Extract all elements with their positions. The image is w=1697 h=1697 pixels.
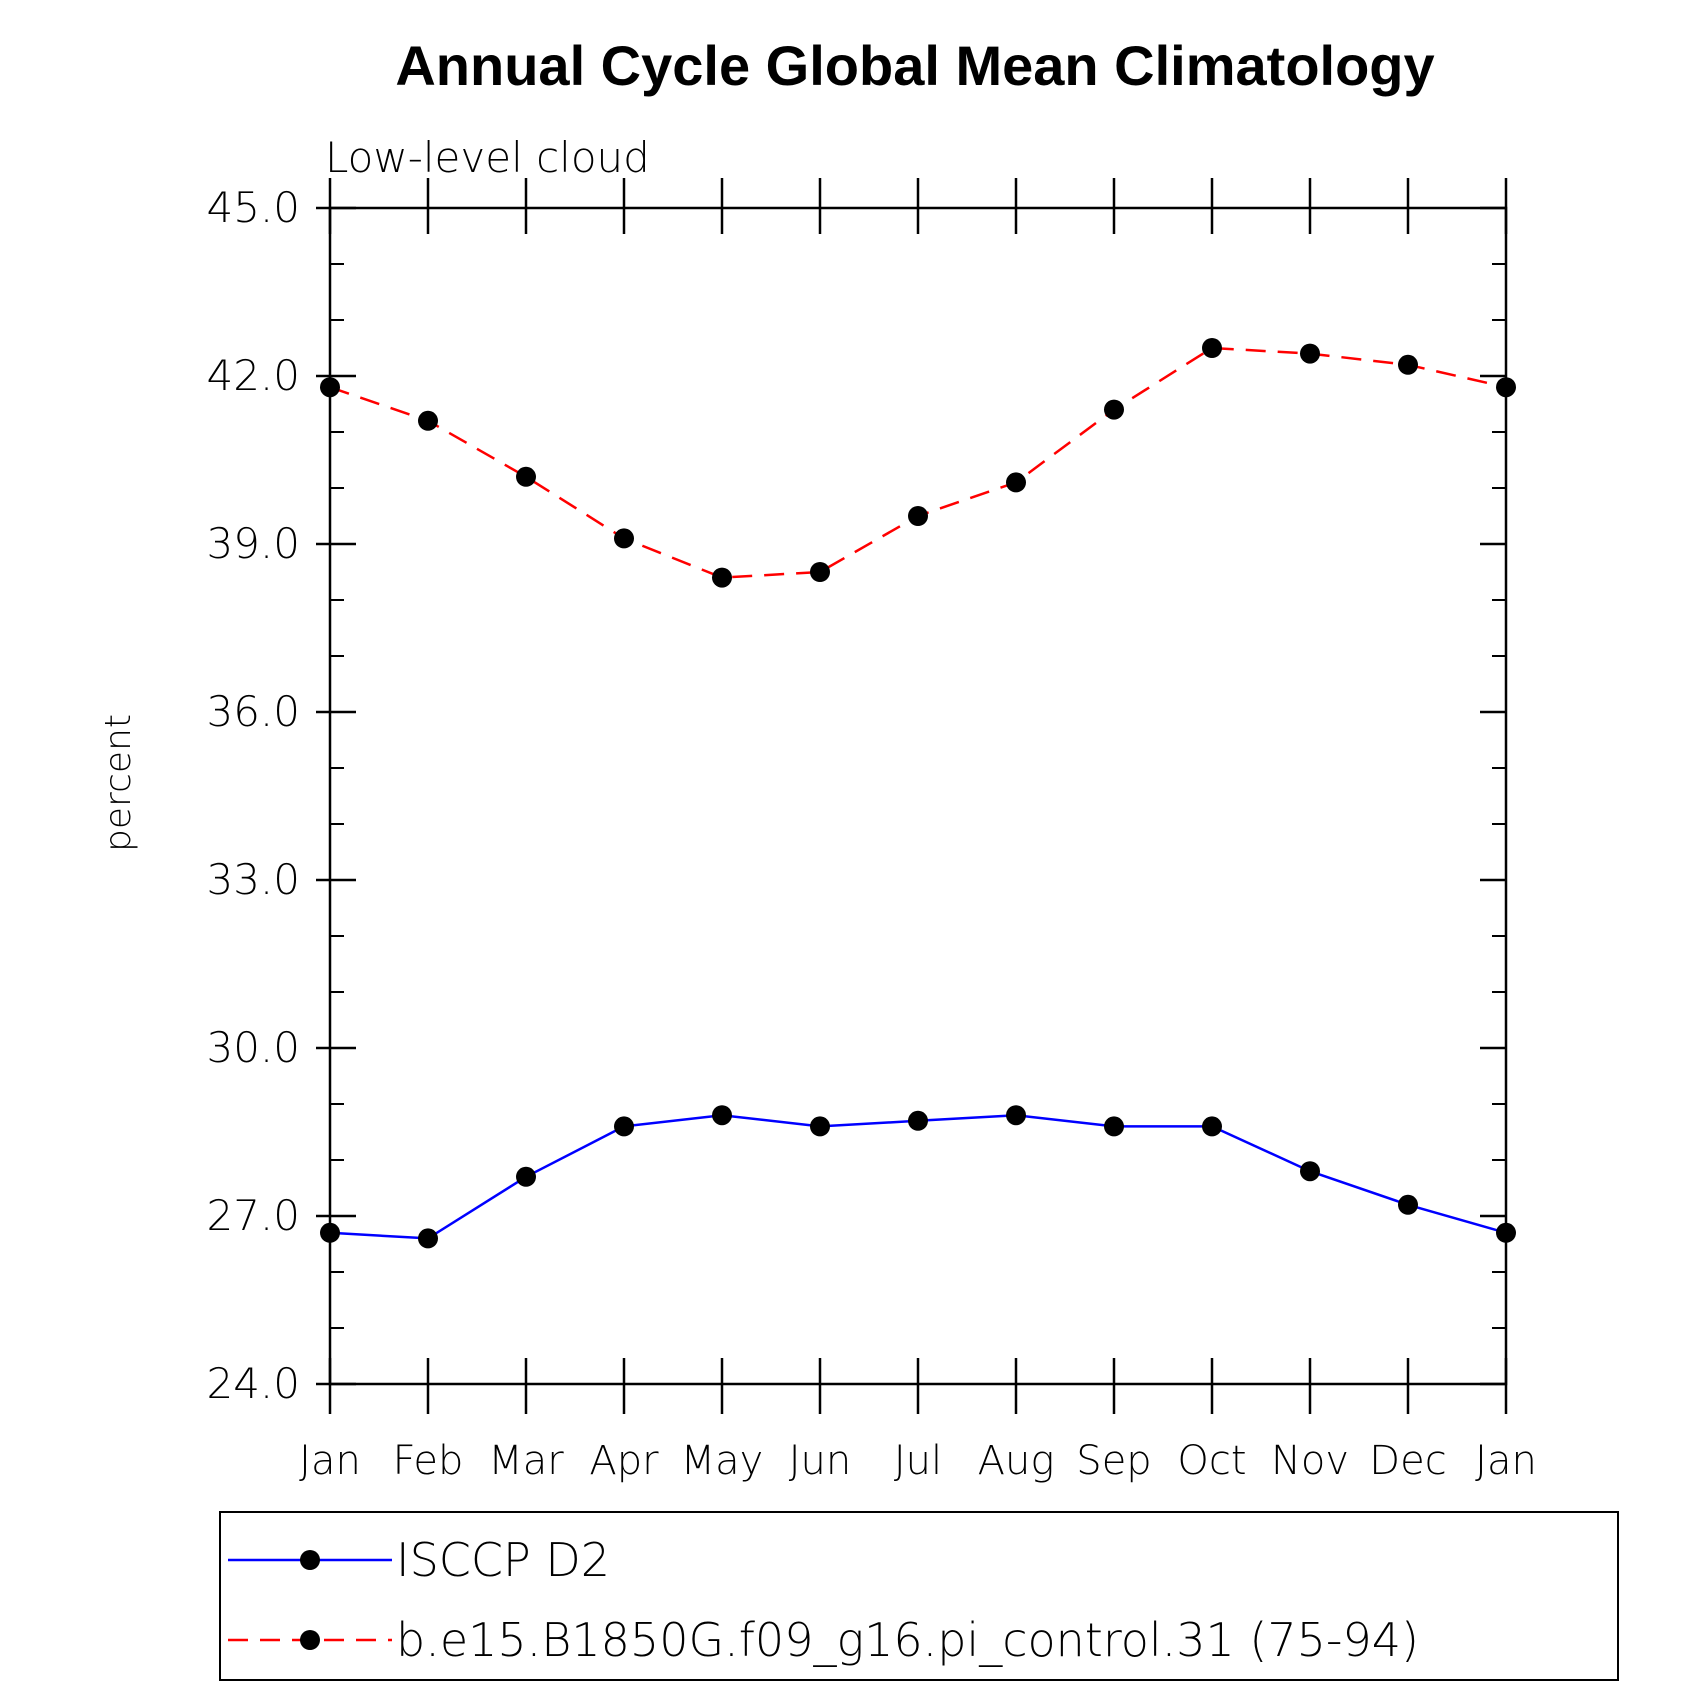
data-point-0-7 — [1006, 1105, 1026, 1126]
data-point-0-0 — [320, 1222, 340, 1243]
plot-frame — [328, 206, 1508, 1386]
data-point-0-4 — [712, 1105, 732, 1126]
y-tick-label: 36.0 — [206, 687, 300, 736]
x-tick-label: Jul — [894, 1438, 942, 1484]
legend-label-1: b.e15.B1850G.f09_g16.pi_control.31 (75-9… — [396, 1613, 1419, 1667]
legend-label-0: ISCCP D2 — [396, 1533, 610, 1587]
data-point-0-8 — [1104, 1116, 1124, 1137]
x-tick-label: Dec — [1369, 1438, 1446, 1484]
data-point-1-7 — [1006, 472, 1026, 493]
data-point-0-5 — [810, 1116, 830, 1137]
y-tick-label: 42.0 — [206, 351, 300, 400]
data-point-1-11 — [1398, 354, 1418, 375]
data-point-1-10 — [1300, 343, 1320, 364]
legend-entries: ISCCP D2 b.e15.B1850G.f09_g16.pi_control.… — [228, 1533, 1419, 1667]
legend-marker-0 — [300, 1550, 320, 1570]
data-point-1-6 — [908, 506, 928, 526]
x-tick-label: Aug — [978, 1438, 1055, 1484]
data-point-0-1 — [418, 1228, 438, 1249]
y-tick-label: 39.0 — [206, 519, 300, 568]
series-line-1 — [329, 346, 1507, 579]
x-tick-label: Jan — [299, 1438, 361, 1484]
data-point-1-9 — [1202, 338, 1222, 358]
data-point-0-11 — [1398, 1194, 1418, 1215]
data-point-0-12 — [1496, 1222, 1516, 1243]
x-tick-label: Oct — [1177, 1438, 1246, 1484]
series-line-0 — [329, 1113, 1507, 1240]
chart-title: Annual Cycle Global Mean Climatology — [395, 34, 1434, 97]
x-tick-label: Jun — [789, 1438, 852, 1484]
legend-box — [219, 1511, 1619, 1681]
data-point-0-3 — [614, 1116, 634, 1137]
y-tick-label: 30.0 — [206, 1023, 300, 1072]
x-tick-label: Mar — [488, 1438, 564, 1484]
x-tick-label: Nov — [1271, 1438, 1349, 1484]
x-tick-label: Jan — [1475, 1438, 1537, 1484]
legend-marker-1 — [300, 1630, 320, 1650]
y-tick-label: 33.0 — [206, 855, 300, 904]
data-point-1-4 — [712, 567, 732, 588]
legend: ISCCP D2 b.e15.B1850G.f09_g16.pi_control.… — [219, 1511, 1619, 1681]
x-tick-label: May — [681, 1438, 764, 1484]
data-point-0-6 — [908, 1110, 928, 1131]
chart-subtitle: Low-level cloud — [325, 133, 650, 182]
data-point-1-3 — [614, 528, 634, 549]
data-point-1-0 — [320, 377, 340, 398]
y-axis-label: percent — [98, 714, 139, 852]
series-layer — [320, 338, 1516, 1249]
data-point-1-8 — [1104, 399, 1124, 420]
x-tick-label: Sep — [1076, 1438, 1151, 1484]
x-tick-label: Apr — [589, 1438, 659, 1484]
data-point-1-12 — [1496, 377, 1516, 398]
data-point-0-2 — [516, 1166, 536, 1187]
data-point-1-1 — [418, 410, 438, 431]
data-point-1-2 — [516, 466, 536, 487]
y-tick-label: 24.0 — [206, 1359, 300, 1408]
y-tick-label: 27.0 — [206, 1191, 300, 1240]
data-point-0-9 — [1202, 1116, 1222, 1137]
axes: 24.0 27.0 30.0 33.0 36.0 39.0 42.0 45.0 Jan Feb Ma… — [206, 178, 1537, 1484]
y-tick-label: 45.0 — [206, 183, 300, 232]
data-point-0-10 — [1300, 1161, 1320, 1182]
data-point-1-5 — [810, 562, 830, 582]
x-tick-label: Feb — [393, 1438, 464, 1484]
